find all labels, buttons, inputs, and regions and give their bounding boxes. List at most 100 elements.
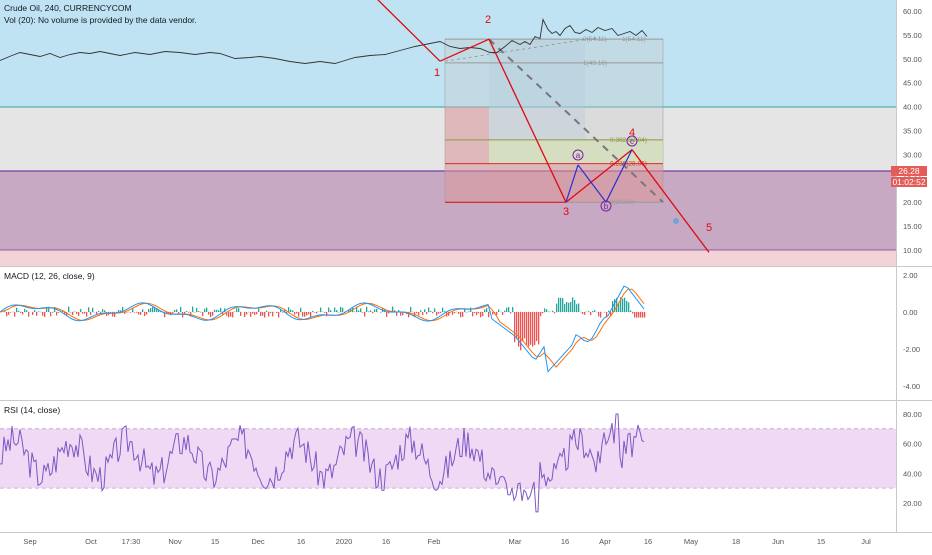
- macd-histogram-bar: [434, 308, 435, 312]
- macd-histogram-bar: [420, 310, 421, 312]
- macd-legend[interactable]: MACD (12, 26, close, 9): [4, 271, 95, 281]
- macd-histogram-bar: [372, 312, 373, 313]
- macd-histogram-bar: [512, 307, 513, 312]
- fib-upper-zone: [489, 39, 585, 140]
- rsi-tick-label: 20.00: [903, 499, 922, 508]
- rsi-band: [0, 429, 896, 488]
- macd-histogram-bar: [640, 312, 641, 318]
- y-tick-label: 10.00: [903, 246, 922, 255]
- macd-histogram-bar: [524, 312, 525, 338]
- main-y-axis[interactable]: 60.0055.0050.0045.0040.0035.0030.0025.00…: [903, 7, 922, 255]
- macd-histogram-bar: [276, 312, 277, 313]
- fib-level-label: 1(54.11): [622, 36, 646, 43]
- wave-label-2[interactable]: 2: [485, 14, 491, 26]
- macd-histogram-bar: [410, 307, 411, 312]
- macd-histogram-bar: [632, 312, 633, 313]
- macd-histogram-bar: [206, 308, 207, 312]
- macd-histogram-bar: [180, 307, 181, 312]
- macd-histogram-bar: [202, 312, 203, 316]
- macd-histogram-bar: [24, 309, 25, 312]
- macd-histogram-bar: [554, 312, 555, 313]
- x-tick-label: 18: [732, 537, 740, 546]
- macd-histogram-bar: [36, 312, 37, 316]
- x-tick-label: 2020: [336, 537, 353, 546]
- macd-histogram-bar: [110, 312, 111, 313]
- macd-panel[interactable]: 2.000.00-2.00-4.00: [0, 271, 920, 391]
- abc-label-a[interactable]: a: [576, 151, 581, 160]
- wave-label-5[interactable]: 5: [706, 222, 712, 234]
- macd-histogram-bar: [600, 312, 601, 318]
- macd-histogram-bar: [98, 311, 99, 312]
- macd-histogram-bar: [514, 312, 515, 342]
- macd-histogram-bar: [146, 312, 147, 315]
- x-tick-label: Sep: [23, 537, 36, 546]
- macd-histogram-bar: [520, 312, 521, 350]
- macd-histogram-bar: [578, 303, 579, 312]
- x-tick-label: Oct: [85, 537, 98, 546]
- abc-label-b[interactable]: b: [604, 202, 609, 211]
- macd-histogram-bar: [624, 298, 625, 312]
- macd-histogram-bar: [528, 312, 529, 347]
- macd-histogram-bar: [298, 312, 299, 317]
- fib-box[interactable]: 0(54.11)1(54.11)1(49.16)0.382(33.04)0.23…: [445, 36, 663, 206]
- macd-histogram-bar: [492, 312, 493, 314]
- rsi-legend[interactable]: RSI (14, close): [4, 405, 60, 415]
- macd-histogram-bar: [536, 312, 537, 341]
- macd-histogram-bar: [556, 304, 557, 312]
- macd-histogram-bar: [482, 312, 483, 316]
- macd-histogram-bar: [78, 312, 79, 316]
- macd-histogram-bar: [186, 311, 187, 312]
- macd-histogram-bar: [542, 312, 543, 313]
- macd-line[interactable]: [0, 286, 644, 372]
- volume-legend[interactable]: Vol (20): No volume is provided by the d…: [4, 15, 197, 25]
- macd-histogram-bar: [268, 312, 269, 317]
- macd-histogram-bar: [258, 309, 259, 312]
- target-marker-icon[interactable]: [673, 218, 679, 224]
- macd-histogram-bar: [358, 310, 359, 312]
- macd-histogram-bar: [216, 310, 217, 312]
- macd-histogram-bar: [184, 312, 185, 314]
- macd-histogram-bar: [86, 312, 87, 317]
- macd-histogram-bar: [136, 312, 137, 313]
- macd-histogram-bar: [74, 311, 75, 312]
- macd-histogram-bar: [426, 312, 427, 314]
- main-legend-title[interactable]: Crude Oil, 240, CURRENCYCOM: [4, 3, 132, 13]
- macd-histogram-bar: [498, 309, 499, 312]
- macd-histogram-bar: [474, 312, 475, 313]
- x-tick-label: Feb: [428, 537, 441, 546]
- macd-histogram-bar: [14, 312, 15, 317]
- macd-histogram-bar: [440, 312, 441, 313]
- macd-histogram-bar: [76, 312, 77, 314]
- macd-histogram-bar: [454, 312, 455, 313]
- macd-histogram-bar: [634, 312, 635, 318]
- macd-histogram-bar: [538, 312, 539, 344]
- macd-histogram-bar: [504, 311, 505, 312]
- wave-label-1[interactable]: 1: [434, 67, 440, 79]
- x-tick-label: 16: [644, 537, 652, 546]
- macd-histogram-bar: [438, 312, 439, 314]
- macd-histogram-bar: [558, 298, 559, 312]
- macd-histogram-bar: [464, 309, 465, 312]
- x-tick-label: May: [684, 537, 698, 546]
- macd-histogram-bar: [142, 309, 143, 312]
- macd-histogram-bar: [522, 312, 523, 341]
- macd-histogram-bar: [328, 308, 329, 312]
- macd-histogram-bar: [588, 311, 589, 312]
- abc-label-c[interactable]: c: [630, 137, 634, 146]
- wave-label-3[interactable]: 3: [563, 206, 569, 218]
- macd-histogram-bar: [150, 308, 151, 312]
- macd-histogram-bar: [252, 312, 253, 314]
- macd-histogram-bar: [188, 312, 189, 313]
- macd-histogram-bar: [300, 308, 301, 312]
- macd-histogram-bar: [6, 312, 7, 316]
- fib-level-label: 0(54.11): [583, 36, 607, 43]
- macd-histogram-bar: [478, 312, 479, 313]
- macd-histogram-bar: [330, 310, 331, 312]
- x-tick-label: Mar: [509, 537, 522, 546]
- macd-histogram-bar: [126, 312, 127, 313]
- macd-histogram-bar: [326, 312, 327, 316]
- macd-signal-line[interactable]: [0, 289, 644, 367]
